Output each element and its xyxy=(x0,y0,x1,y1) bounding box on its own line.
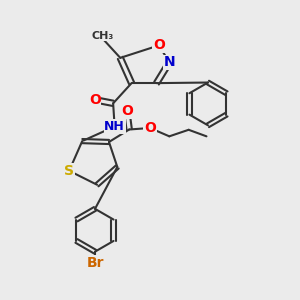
Text: Br: Br xyxy=(86,256,104,270)
Text: CH₃: CH₃ xyxy=(91,31,114,40)
Text: O: O xyxy=(89,93,101,107)
Text: N: N xyxy=(164,55,175,69)
Text: O: O xyxy=(121,104,133,118)
Text: S: S xyxy=(64,164,74,178)
Text: O: O xyxy=(153,38,165,52)
Text: NH: NH xyxy=(104,120,125,133)
Text: O: O xyxy=(144,121,156,135)
